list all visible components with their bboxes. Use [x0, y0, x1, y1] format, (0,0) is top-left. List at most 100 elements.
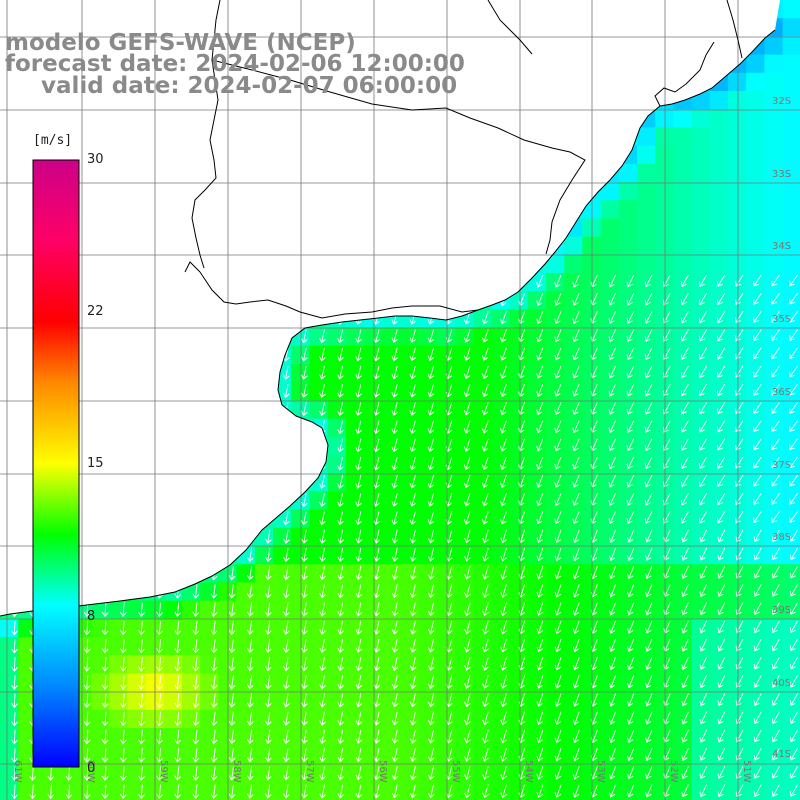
wind-cell	[163, 637, 183, 656]
lon-label: 60W	[85, 760, 96, 783]
wind-cell	[254, 546, 274, 565]
wind-arrow	[120, 693, 127, 709]
wind-arrow	[717, 420, 726, 433]
wind-arrow	[373, 784, 381, 799]
estuary-tip	[184, 261, 201, 273]
wind-cell	[673, 782, 693, 800]
wind-arrow	[355, 365, 362, 380]
wind-cell	[236, 564, 256, 583]
wind-cell	[691, 291, 711, 310]
wind-arrow	[210, 711, 218, 727]
wind-cell	[709, 691, 729, 711]
wind-arrow	[627, 602, 635, 616]
wind-arrow	[572, 711, 580, 725]
wind-arrow	[536, 402, 544, 416]
wind-cell	[327, 582, 347, 602]
wind-cell	[728, 400, 747, 420]
wind-cell	[709, 309, 729, 329]
wind-arrow	[536, 420, 544, 434]
wind-arrow	[319, 365, 326, 380]
wind-cell	[527, 637, 547, 656]
wind-cell	[527, 291, 547, 310]
wind-arrow	[283, 620, 290, 635]
wind-cell	[764, 36, 784, 56]
wind-arrow	[355, 511, 362, 526]
wind-arrow	[500, 566, 507, 580]
wind-arrow	[645, 584, 653, 598]
wind-cell	[764, 582, 784, 602]
wind-cell	[746, 782, 765, 800]
wind-cell	[345, 455, 365, 474]
wind-cell	[618, 655, 638, 674]
wind-arrow	[644, 383, 653, 397]
wind-arrow	[789, 438, 798, 451]
wind-arrow	[608, 766, 617, 780]
wind-cell	[236, 655, 256, 674]
wind-arrow	[427, 529, 435, 544]
wind-cell	[564, 400, 583, 420]
wind-cell	[309, 728, 329, 747]
wind-cell	[618, 582, 638, 602]
wind-arrow	[246, 766, 254, 781]
wind-arrow	[300, 511, 308, 526]
lon-label: 54W	[523, 760, 534, 783]
wind-cell	[564, 527, 583, 547]
wind-cell	[491, 309, 511, 329]
wind-cell	[637, 746, 656, 765]
wind-cell	[764, 655, 784, 674]
wind-cell	[382, 436, 401, 456]
wind-cell	[691, 218, 711, 238]
wind-cell	[436, 455, 456, 474]
wind-cell	[382, 582, 401, 602]
wind-cell	[163, 655, 183, 674]
wind-arrow	[300, 402, 308, 417]
wind-arrow	[789, 365, 798, 378]
wind-cell	[709, 236, 729, 256]
wind-arrow	[409, 456, 417, 471]
wind-arrow	[645, 675, 653, 689]
wind-arrow	[246, 566, 254, 581]
lon-label: 58W	[231, 760, 242, 783]
wind-cell	[600, 254, 620, 274]
wind-arrow	[789, 784, 798, 797]
wind-arrow	[698, 311, 707, 324]
wind-cell	[455, 728, 474, 747]
wind-arrow	[608, 402, 617, 415]
wind-arrow	[680, 420, 689, 433]
wind-arrow	[481, 438, 489, 452]
wind-arrow	[265, 547, 272, 563]
wind-cell	[455, 491, 474, 511]
wind-arrow	[481, 511, 489, 525]
wind-cell	[709, 364, 729, 383]
wind-arrow	[427, 602, 435, 617]
wind-arrow	[735, 474, 744, 487]
wind-cell	[327, 764, 347, 784]
wind-arrow	[572, 748, 580, 762]
wind-cell	[436, 382, 456, 401]
wind-arrow	[572, 402, 580, 415]
wind-cell	[491, 673, 511, 693]
wind-cell	[600, 509, 620, 529]
wind-arrow	[717, 474, 726, 488]
wind-cell	[728, 182, 747, 201]
wind-arrow	[771, 365, 780, 378]
lat-label: 39S	[772, 605, 791, 616]
wind-cell	[473, 509, 492, 529]
wind-arrow	[572, 638, 580, 653]
wind-arrow	[500, 329, 507, 343]
wind-cell	[673, 254, 693, 274]
wind-cell	[618, 291, 638, 310]
wind-cell	[728, 691, 747, 711]
wind-cell	[382, 655, 401, 674]
wind-arrow	[65, 784, 73, 800]
wind-cell	[327, 527, 347, 547]
wind-arrow	[319, 620, 327, 635]
wind-arrow	[409, 657, 417, 672]
wind-cell	[709, 728, 729, 747]
wind-cell	[273, 582, 292, 602]
wind-cell	[400, 400, 420, 420]
wind-cell	[436, 364, 456, 383]
wind-arrow	[192, 784, 200, 799]
wind-arrow	[771, 529, 780, 543]
wind-cell	[509, 782, 529, 800]
